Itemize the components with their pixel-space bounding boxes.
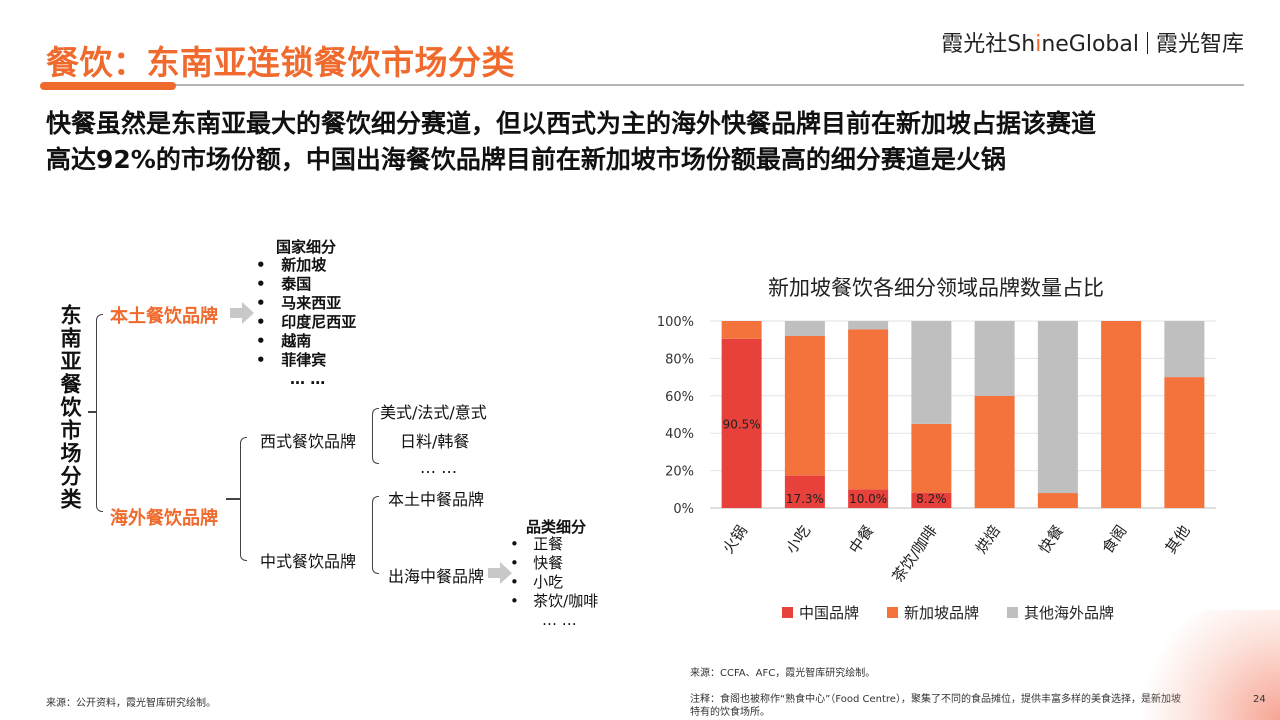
x-tick-label: 火锅	[719, 522, 751, 557]
western-bracket	[372, 408, 379, 464]
list-item: • 茶饮/咖啡	[510, 592, 599, 610]
list-item: • 正餐	[510, 535, 564, 553]
western-item-1: 美式/法式/意式	[380, 403, 487, 422]
bar-segment	[974, 395, 1015, 508]
bar-segment	[911, 321, 952, 424]
page-number: 24	[1253, 694, 1266, 705]
export-chinese-label: 出海中餐品牌	[388, 567, 485, 586]
list-item: • 印度尼西亚	[256, 313, 357, 331]
legend-swatch	[887, 607, 899, 618]
bar-segment	[848, 321, 889, 330]
root-bracket-tick	[88, 411, 96, 413]
x-tick-label: 快餐	[1035, 522, 1067, 557]
list-item: • 泰国	[256, 275, 312, 293]
page-title: 餐饮：东南亚连锁餐饮市场分类	[46, 43, 515, 82]
header-accent-bar	[40, 82, 176, 90]
root-bracket	[96, 314, 103, 512]
x-tick-label: 食阁	[1098, 522, 1130, 557]
data-label: 17.3%	[786, 492, 824, 506]
x-tick-label: 中餐	[845, 522, 877, 557]
legend-item-singapore: 新加坡品牌	[887, 602, 979, 623]
y-tick-label: 40%	[665, 427, 694, 442]
legend-item-other: 其他海外品牌	[1007, 602, 1114, 623]
y-tick-label: 80%	[665, 352, 694, 367]
list-item: • 菲律宾	[256, 351, 327, 369]
western-brands-label: 西式餐饮品牌	[260, 432, 357, 451]
brand-separator	[1146, 32, 1148, 54]
country-list: • 新加坡 • 泰国 • 马来西亚 • 印度尼西亚 • 越南 • 菲律宾 … …	[256, 256, 356, 389]
brand-prefix: 霞光社Sh	[941, 32, 1036, 57]
overseas-bracket	[240, 437, 247, 561]
list-more: … …	[290, 370, 326, 388]
data-label: 8.2%	[916, 492, 947, 506]
y-tick-label: 20%	[665, 465, 694, 480]
stacked-bar-chart: 0% 20% 40% 60% 80% 100% 90.5% 火锅 17.3% 小吃 10.0% 中餐 8…	[657, 315, 1216, 586]
bar-segment	[974, 321, 1015, 396]
overseas-brands-label: 海外餐饮品牌	[110, 508, 218, 529]
y-tick-label: 100%	[657, 315, 694, 330]
list-item: • 新加坡	[256, 256, 327, 274]
bar-segment	[848, 329, 889, 490]
local-brands-label: 本土餐饮品牌	[110, 306, 218, 327]
overseas-connector	[226, 498, 240, 500]
legend-item-china: 中国品牌	[782, 602, 859, 623]
export-arrow-icon	[488, 562, 512, 584]
legend-swatch	[782, 607, 793, 618]
bar-segment	[721, 338, 762, 508]
list-item: • 越南	[256, 332, 312, 350]
tree-root-title: 东南亚餐饮市场分类	[58, 304, 82, 511]
brand-i: i	[1035, 32, 1042, 57]
local-arrow-icon	[230, 302, 254, 324]
bar-segment	[911, 423, 952, 493]
y-tick-label: 60%	[665, 390, 694, 405]
x-tick-label: 小吃	[782, 522, 814, 557]
list-item: • 快餐	[510, 554, 564, 572]
data-label: 10.0%	[849, 492, 887, 506]
category-list: • 正餐 • 快餐 • 小吃 • 茶饮/咖啡 … …	[510, 535, 598, 630]
category-list-title: 品类细分	[526, 518, 587, 536]
corner-decoration	[1130, 610, 1280, 720]
bar-segment	[1164, 377, 1205, 508]
bar-segment	[1164, 321, 1205, 378]
x-tick-label: 其他	[1162, 522, 1194, 557]
western-item-2: 日料/韩餐	[400, 432, 470, 451]
chart-note-line-1: 注释：食阁也被称作“熟食中心”（Food Centre），聚集了不同的食品摊位，…	[690, 694, 1181, 705]
local-chinese-label: 本土中餐品牌	[388, 490, 485, 509]
bar-segment	[784, 321, 825, 336]
chart-title: 新加坡餐饮各细分领域品牌数量占比	[768, 276, 1104, 300]
bar-segment	[848, 489, 889, 508]
western-item-more: … …	[420, 458, 458, 477]
x-tick-label: 茶饮/咖啡	[889, 522, 941, 586]
list-item: • 小吃	[510, 573, 564, 591]
brand-logo: 霞光社ShineGlobal 霞光智库	[941, 26, 1244, 58]
bar-segment	[784, 335, 825, 476]
country-list-title: 国家细分	[276, 238, 337, 256]
bar-segment	[1101, 321, 1142, 508]
chinese-bracket	[372, 496, 379, 574]
bar-segment	[721, 321, 762, 339]
x-tick-label: 烘焙	[972, 522, 1004, 557]
y-tick-label: 0%	[673, 502, 694, 517]
list-item: • 马来西亚	[256, 294, 342, 312]
bar-segment	[784, 475, 825, 508]
left-source: 来源：公开资料，霞光智库研究绘制。	[46, 698, 216, 709]
subtitle-line-1: 快餐虽然是东南亚最大的餐饮细分赛道，但以西式为主的海外快餐品牌目前在新加坡占据该…	[46, 109, 1097, 138]
chart-legend: 中国品牌 新加坡品牌 其他海外品牌	[782, 602, 1114, 623]
brand-right: 霞光智库	[1155, 32, 1244, 57]
brand-suffix: neGlobal	[1041, 32, 1139, 57]
chart-source: 来源：CCFA、AFC，霞光智库研究绘制。	[690, 668, 876, 679]
header-divider	[46, 84, 1244, 86]
chinese-brands-label: 中式餐饮品牌	[260, 552, 357, 571]
bar-segment	[911, 492, 952, 508]
subtitle-line-2: 高达92%的市场份额，中国出海餐饮品牌目前在新加坡市场份额最高的细分赛道是火锅	[46, 145, 1006, 174]
data-label: 90.5%	[723, 417, 761, 431]
bar-segment	[1037, 321, 1078, 494]
chart-note-line-2: 特有的饮食场所。	[690, 707, 770, 718]
list-more: … …	[542, 611, 577, 629]
legend-swatch	[1007, 607, 1019, 618]
bar-segment	[1037, 493, 1078, 508]
